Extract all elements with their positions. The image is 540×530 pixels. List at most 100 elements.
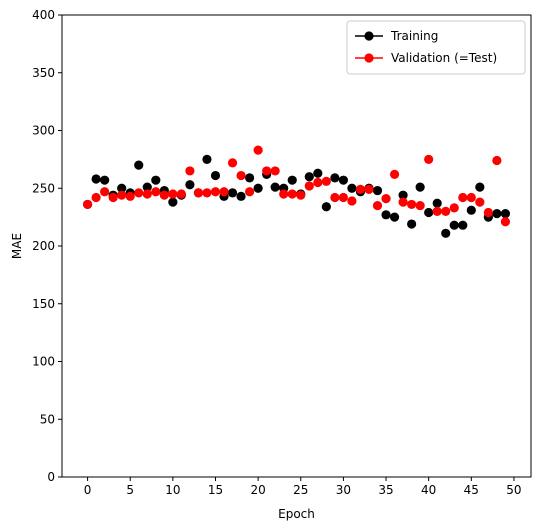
data-point <box>338 175 348 185</box>
data-point <box>441 228 451 238</box>
y-tick-label: 400 <box>32 8 55 22</box>
x-tick-label: 10 <box>165 483 180 497</box>
data-point <box>227 188 238 198</box>
x-tick-label: 5 <box>126 483 134 497</box>
data-point <box>193 188 204 198</box>
legend-entry: Training <box>355 29 438 43</box>
data-point <box>500 217 511 227</box>
data-point <box>253 145 263 155</box>
x-tick-label: 50 <box>506 483 521 497</box>
data-point <box>424 154 434 164</box>
data-point <box>168 197 178 207</box>
data-point <box>475 182 485 192</box>
y-tick-label: 350 <box>32 66 55 80</box>
data-point <box>466 192 476 203</box>
data-point <box>313 168 323 178</box>
data-point <box>219 187 229 197</box>
legend-entry: Validation (=Test) <box>355 51 497 65</box>
data-point <box>185 180 195 190</box>
data-point <box>108 192 118 203</box>
data-point <box>296 190 306 200</box>
plot-frame <box>61 14 532 478</box>
data-point <box>407 219 417 229</box>
data-point <box>287 189 297 199</box>
data-point <box>91 174 101 184</box>
data-point <box>364 184 374 195</box>
legend-marker <box>364 53 374 63</box>
data-point <box>117 190 127 200</box>
data-point <box>389 169 400 179</box>
data-point <box>142 182 152 192</box>
y-tick-label: 100 <box>32 355 55 369</box>
data-point <box>347 183 357 193</box>
data-point <box>202 188 212 198</box>
data-point <box>100 187 110 197</box>
data-point <box>270 166 280 176</box>
y-tick-label: 200 <box>32 239 55 253</box>
data-point <box>142 189 152 199</box>
x-tick-label: 0 <box>84 483 92 497</box>
y-axis-label: MAE <box>10 233 24 259</box>
data-point <box>210 170 221 181</box>
x-tick-label: 45 <box>464 483 479 497</box>
data-point <box>372 185 383 196</box>
data-point <box>279 189 289 199</box>
chart-marks <box>82 145 511 238</box>
data-point <box>475 197 485 207</box>
data-point <box>355 184 366 195</box>
y-tick-label: 150 <box>32 297 55 311</box>
data-point <box>458 192 468 203</box>
data-point <box>202 154 212 164</box>
data-point <box>210 187 221 197</box>
series-validation <box>82 145 511 227</box>
data-point <box>134 160 144 170</box>
x-tick-label: 40 <box>421 483 436 497</box>
data-point <box>270 182 280 192</box>
legend-marker <box>364 31 374 41</box>
y-tick-label: 250 <box>32 181 55 195</box>
data-point <box>492 209 502 219</box>
data-point <box>330 173 340 183</box>
x-tick-label: 20 <box>250 483 265 497</box>
data-point <box>441 206 451 216</box>
data-point <box>151 187 161 197</box>
data-point <box>151 175 161 185</box>
data-point <box>424 207 434 218</box>
data-point <box>134 188 144 198</box>
data-point <box>432 206 442 216</box>
data-point <box>159 190 169 200</box>
data-point <box>227 158 238 168</box>
data-point <box>236 191 246 201</box>
data-point <box>313 177 323 188</box>
data-point <box>168 189 178 199</box>
legend-label: Validation (=Test) <box>391 51 497 65</box>
data-point <box>321 176 331 186</box>
data-point <box>381 194 391 204</box>
data-point <box>82 199 93 210</box>
data-point <box>398 197 408 207</box>
data-point <box>91 192 101 203</box>
data-point <box>262 166 272 176</box>
data-point <box>100 175 110 185</box>
legend-label: Training <box>390 29 438 43</box>
data-point <box>253 183 263 193</box>
data-point <box>338 192 348 203</box>
data-point <box>500 209 511 219</box>
data-point <box>449 220 459 230</box>
legend: Training Validation (=Test) <box>346 20 526 75</box>
data-point <box>415 200 425 211</box>
data-point <box>245 187 255 197</box>
data-point <box>389 212 400 222</box>
data-point <box>483 207 493 218</box>
data-point <box>176 189 186 199</box>
data-point <box>245 173 255 183</box>
x-tick-label: 15 <box>208 483 223 497</box>
data-point <box>432 198 442 208</box>
data-point <box>372 200 383 211</box>
data-point <box>236 170 246 181</box>
data-point <box>117 183 127 193</box>
x-tick-label: 25 <box>293 483 308 497</box>
data-point <box>330 192 340 203</box>
data-point <box>415 182 425 192</box>
